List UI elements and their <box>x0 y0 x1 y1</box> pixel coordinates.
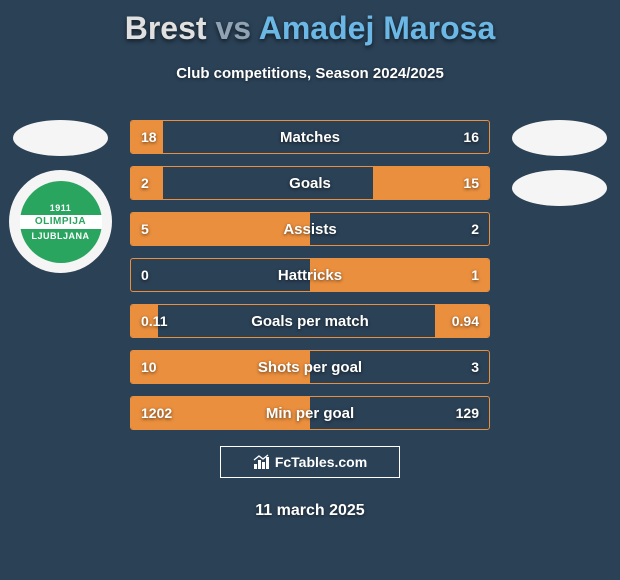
title-vs: vs <box>215 10 251 46</box>
stat-label: Matches <box>131 129 489 146</box>
stat-row: 0Hattricks1 <box>130 258 490 292</box>
stat-value-right: 2 <box>471 221 479 237</box>
club-badge-inner: 1911 OLIMPIJA LJUBLJANA <box>20 181 102 263</box>
stat-value-right: 0.94 <box>452 313 479 329</box>
stat-value-right: 3 <box>471 359 479 375</box>
title-player-right: Amadej Marosa <box>259 10 496 46</box>
right-country-ellipse-1 <box>512 120 607 156</box>
stat-label: Goals per match <box>131 313 489 330</box>
club-badge: 1911 OLIMPIJA LJUBLJANA <box>9 170 112 273</box>
brand-text: FcTables.com <box>275 454 367 470</box>
date-label: 11 march 2025 <box>0 502 620 520</box>
badge-name-bottom: LJUBLJANA <box>31 231 89 241</box>
chart-icon <box>253 454 269 470</box>
stat-row: 2Goals15 <box>130 166 490 200</box>
page-title: Brest vs Amadej Marosa <box>0 0 620 47</box>
left-country-ellipse <box>13 120 108 156</box>
title-player-left: Brest <box>125 10 207 46</box>
stat-label: Hattricks <box>131 267 489 284</box>
stat-label: Assists <box>131 221 489 238</box>
stat-row: 18Matches16 <box>130 120 490 154</box>
stat-value-right: 15 <box>463 175 479 191</box>
stat-row: 10Shots per goal3 <box>130 350 490 384</box>
left-logo-column: 1911 OLIMPIJA LJUBLJANA <box>8 120 113 273</box>
stat-value-right: 129 <box>456 405 479 421</box>
stat-row: 5Assists2 <box>130 212 490 246</box>
brand-box[interactable]: FcTables.com <box>220 446 400 478</box>
stat-row: 1202Min per goal129 <box>130 396 490 430</box>
stat-label: Goals <box>131 175 489 192</box>
stat-label: Min per goal <box>131 405 489 422</box>
badge-year: 1911 <box>50 203 72 213</box>
stat-label: Shots per goal <box>131 359 489 376</box>
badge-name-top: OLIMPIJA <box>20 215 102 229</box>
stat-row: 0.11Goals per match0.94 <box>130 304 490 338</box>
stat-value-right: 16 <box>463 129 479 145</box>
subtitle: Club competitions, Season 2024/2025 <box>0 65 620 82</box>
stat-value-right: 1 <box>471 267 479 283</box>
right-logo-column <box>507 120 612 206</box>
stats-container: 18Matches162Goals155Assists20Hattricks10… <box>130 120 490 430</box>
right-country-ellipse-2 <box>512 170 607 206</box>
